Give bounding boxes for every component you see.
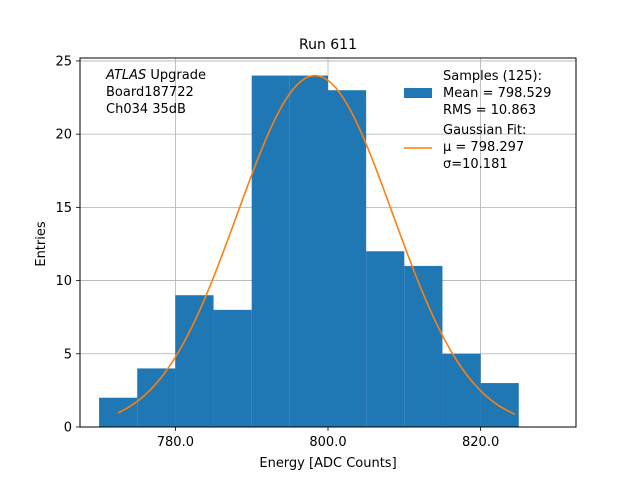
annotation-line: Board187722	[106, 85, 194, 100]
chart-title: Run 611	[299, 37, 357, 53]
ticks-layer: 780.0 800.0 820.0 0 5 10 15 20 25	[55, 54, 499, 450]
x-tick-label: 820.0	[462, 435, 499, 450]
legend-patch-samples	[404, 88, 432, 98]
histogram-bar	[480, 383, 519, 427]
atlas-italic-label: ATLAS	[105, 68, 146, 83]
gaussian-fit-line	[117, 74, 516, 415]
annotation-text: Upgrade	[146, 68, 206, 83]
bars-layer	[99, 75, 519, 428]
legend-fit-text: μ = 798.297	[443, 140, 524, 155]
y-tick-label: 15	[55, 201, 72, 216]
annotation-text: Ch034 35dB	[106, 102, 186, 117]
atlas-annotation: ATLAS Upgrade Board187722 Ch034 35dB	[105, 68, 206, 117]
histogram-bar	[289, 75, 328, 428]
legend-fit-text: σ=10.181	[443, 157, 508, 172]
legend-samples-text: Mean = 798.529	[443, 86, 551, 101]
legend-samples-text: RMS = 10.863	[443, 103, 536, 118]
y-tick-label: 0	[64, 421, 72, 436]
y-axis-label: Entries	[34, 221, 49, 267]
x-tick-label: 800.0	[309, 435, 346, 450]
histogram-bar	[328, 90, 367, 427]
legend-samples-text: Samples (125):	[443, 69, 542, 84]
y-tick-label: 5	[64, 347, 72, 362]
y-tick-label: 20	[55, 128, 72, 143]
legend-fit-text: Gaussian Fit:	[443, 123, 526, 138]
annotation-line: ATLAS Upgrade	[105, 68, 206, 83]
annotation-line: Ch034 35dB	[106, 102, 186, 117]
histogram-bar	[251, 75, 290, 428]
fit-layer	[117, 74, 516, 415]
legend: Samples (125): Mean = 798.529 RMS = 10.8…	[404, 69, 551, 172]
y-tick-label: 10	[55, 274, 72, 289]
annotation-text: Board187722	[106, 85, 194, 100]
histogram-bar	[175, 295, 214, 427]
histogram-bar	[404, 265, 443, 427]
x-axis-label: Energy [ADC Counts]	[259, 456, 396, 471]
histogram-bar	[213, 309, 252, 427]
x-tick-label: 780.0	[157, 435, 194, 450]
histogram-bar	[137, 368, 176, 427]
y-tick-label: 25	[55, 54, 72, 69]
histogram-bar	[442, 353, 481, 427]
histogram-bar	[366, 251, 405, 427]
